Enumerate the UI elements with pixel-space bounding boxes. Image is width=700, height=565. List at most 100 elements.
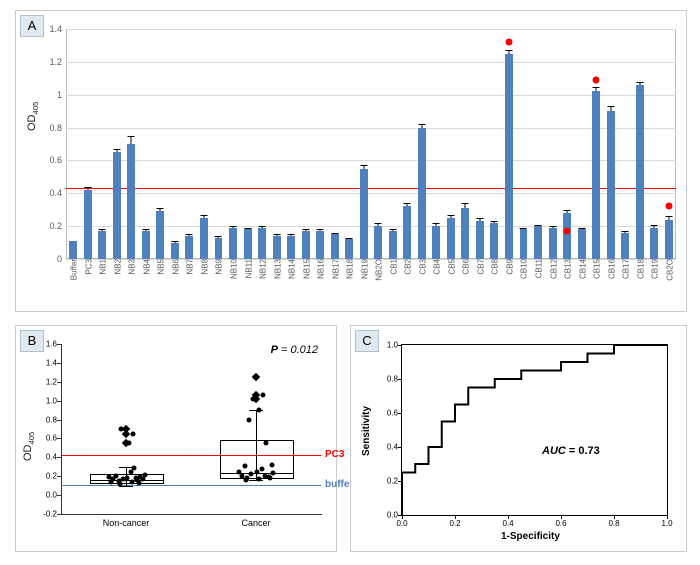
data-point <box>243 478 248 483</box>
bar-slot: CB11 <box>531 29 546 259</box>
x-tick-label: CB14 <box>576 259 587 279</box>
data-point <box>109 479 114 484</box>
x-tick-label: NB17 <box>329 259 340 279</box>
y-tick-mark <box>57 363 61 364</box>
y-tick-label: 1.4 <box>49 24 66 34</box>
bar-slot: CB16 <box>603 29 618 259</box>
data-point <box>142 473 147 478</box>
x-tick-label: NB2 <box>111 259 122 275</box>
panel-a-label: A <box>20 15 44 37</box>
bar <box>432 226 440 259</box>
bar-slot: Buffer <box>66 29 81 259</box>
error-bar <box>87 187 88 190</box>
panel-b-y-axis-title: OD405 <box>22 432 36 461</box>
bar-slot: CB7 <box>473 29 488 259</box>
error-bar <box>131 136 132 144</box>
error-bar <box>639 82 640 85</box>
y-tick-label: 0.4 <box>49 188 66 198</box>
panel-a-bar-chart: A OD405 00.20.40.60.811.21.4BufferPC3NB1… <box>15 10 687 312</box>
bar-slot: NB6 <box>168 29 183 259</box>
data-point <box>270 462 275 467</box>
bar-slot: CB8 <box>487 29 502 259</box>
bar-slot: CB13 <box>560 29 575 259</box>
error-bar <box>203 215 204 218</box>
x-tick-label: NB3 <box>126 259 137 275</box>
y-tick-label: 0 <box>57 254 66 264</box>
bar <box>636 85 644 259</box>
error-bar <box>465 203 466 208</box>
bar-slot: NB11 <box>240 29 255 259</box>
x-tick-label: CB2 <box>402 259 413 275</box>
error-bar <box>552 226 553 228</box>
panel-a-y-axis-title: OD405 <box>26 102 40 131</box>
error-bar <box>160 208 161 211</box>
bar <box>156 211 164 259</box>
bar <box>505 54 513 259</box>
bar <box>273 236 281 259</box>
y-tick-mark <box>57 420 61 421</box>
y-tick-mark <box>57 401 61 402</box>
bar <box>69 241 77 259</box>
bar <box>447 218 455 259</box>
x-tick-label: CB9 <box>503 259 514 275</box>
bar-slot: CB15 <box>589 29 604 259</box>
x-tick-label: NB14 <box>286 259 297 279</box>
bar <box>374 226 382 259</box>
data-point <box>260 393 265 398</box>
error-bar <box>102 229 103 231</box>
panel-a-plot-area: 00.20.40.60.811.21.4BufferPC3NB1NB2NB3NB… <box>66 29 676 259</box>
x-tick-label: CB19 <box>649 259 660 279</box>
bar <box>84 190 92 259</box>
x-tick-mark <box>614 515 615 519</box>
x-tick-label: CB7 <box>474 259 485 275</box>
error-bar <box>392 229 393 231</box>
x-tick-label: NB13 <box>271 259 282 279</box>
auc-text: AUC = 0.73 <box>542 445 600 457</box>
x-tick-mark <box>561 515 562 519</box>
x-tick-label: NB5 <box>155 259 166 275</box>
bar <box>258 228 266 259</box>
panel-b-boxplot: B OD405 P = 0.012 -0.20.00.20.40.60.81.0… <box>15 325 337 552</box>
y-tick-mark <box>398 447 402 448</box>
bar <box>200 218 208 259</box>
bar-slot: CB2O <box>661 29 676 259</box>
error-bar <box>508 50 509 53</box>
data-point <box>257 408 262 413</box>
data-point <box>132 465 137 470</box>
x-tick-label: CB11 <box>533 259 544 278</box>
x-tick-label: CB13 <box>562 259 573 279</box>
x-tick-label: NB15 <box>300 259 311 279</box>
x-tick-label: CB4 <box>431 259 442 275</box>
reference-line <box>61 485 321 486</box>
x-tick-label: NB18 <box>344 259 355 279</box>
x-tick-label: CB2O <box>663 259 674 281</box>
x-tick-label: NB12 <box>257 259 268 279</box>
bar-slot: NB14 <box>284 29 299 259</box>
x-tick-mark <box>455 515 456 519</box>
bar <box>360 169 368 259</box>
data-point <box>242 463 247 468</box>
y-tick-label: 0.6 <box>49 155 66 165</box>
y-tick-label: 0.8 <box>49 123 66 133</box>
x-tick-label: CB16 <box>605 259 616 279</box>
bar <box>563 213 571 259</box>
error-bar <box>494 221 495 223</box>
x-tick-label: NB11 <box>242 259 253 278</box>
bar <box>592 91 600 259</box>
bar <box>461 208 469 259</box>
error-bar <box>349 238 350 240</box>
x-tick-label: NB1 <box>97 259 108 275</box>
category-label: Cancer <box>241 514 270 528</box>
data-point <box>125 476 130 481</box>
error-bar <box>421 124 422 127</box>
x-tick-label: CB10 <box>518 259 529 279</box>
error-bar <box>479 218 480 221</box>
bar-slot: NB12 <box>255 29 270 259</box>
y-tick-mark <box>57 514 61 515</box>
highlight-dot <box>564 228 571 235</box>
y-tick-mark <box>57 457 61 458</box>
roc-line <box>402 345 667 515</box>
category-label: Non-cancer <box>103 514 150 528</box>
bar-slot: NB2O <box>371 29 386 259</box>
reference-line-label: PC3 <box>325 449 344 460</box>
